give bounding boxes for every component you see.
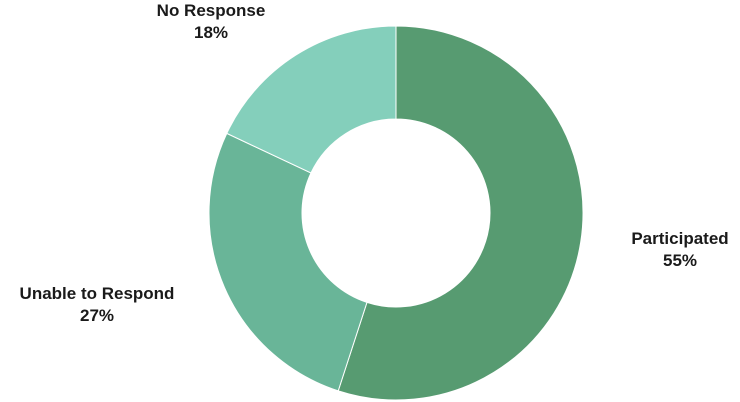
slice-value-text: 55% xyxy=(662,251,698,270)
donut-slice-unable-to-respond xyxy=(208,132,368,392)
slice-label-text: No Response xyxy=(156,1,266,20)
slice-value-text: 18% xyxy=(193,23,229,42)
slice-label-text: Participated xyxy=(631,229,729,248)
slice-value-text: 27% xyxy=(79,306,115,325)
slice-label-text: Unable to Respond xyxy=(19,284,175,303)
slice-label-participated: Participated 55% xyxy=(612,228,740,272)
donut-slice-participated xyxy=(337,25,584,401)
slice-label-unable-to-respond: Unable to Respond 27% xyxy=(0,283,194,327)
slice-label-no-response: No Response 18% xyxy=(136,0,286,44)
donut-slice-no-response xyxy=(226,25,397,174)
